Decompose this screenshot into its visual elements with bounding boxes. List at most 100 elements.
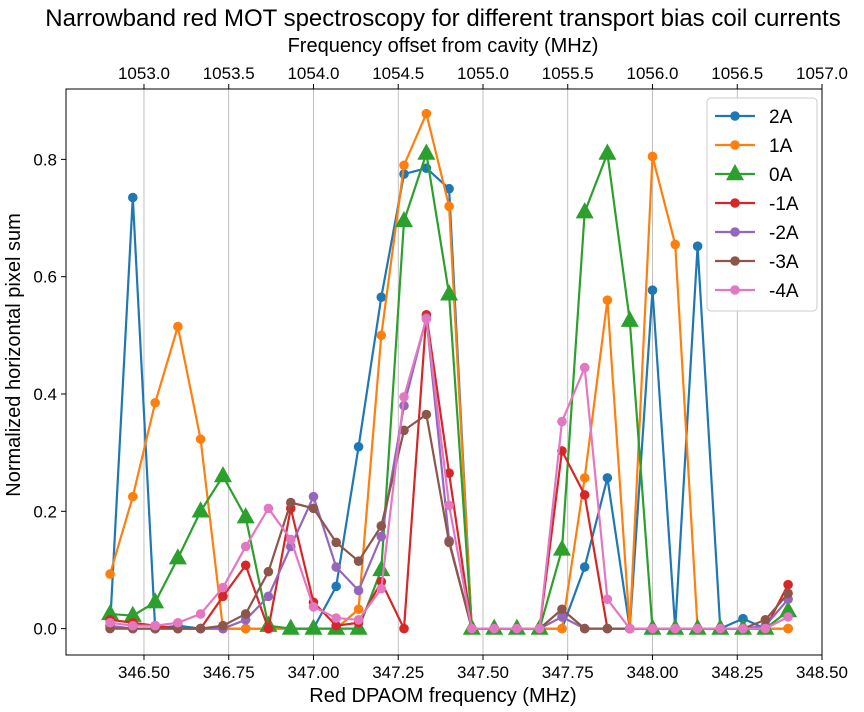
legend-marker-2A [730,111,740,121]
legend-entry--3A: -3A [715,252,799,273]
point--3A-12 [376,521,387,531]
x2-tick-label-2: 1054.0 [287,64,339,83]
legend-marker-1A [730,140,740,150]
point--3A-10 [331,537,341,548]
legend-entry--4A: -4A [715,281,799,302]
point-2A-1 [127,192,138,203]
point--2A-7 [263,591,274,602]
legend-label-2A: 2A [769,107,793,128]
point--4A-18 [512,623,522,634]
point-1A-21 [579,473,590,483]
point--3A-14 [421,409,432,420]
point--4A-14 [421,314,432,324]
point--1A-7 [263,623,274,634]
x2-tick-label-3: 1054.5 [372,64,424,83]
legend-label--3A: -3A [769,252,799,273]
point--1A-10 [331,620,341,631]
legend-entry-0A: 0A [715,164,793,186]
point-2A-21 [579,562,590,572]
point--4A-16 [466,623,477,634]
y-tick-label-0: 0.0 [33,620,57,639]
point-1A-4 [195,434,206,444]
plot-frame [65,88,823,656]
x-tick-label-5: 347.75 [542,663,594,682]
point--1A-13 [399,623,409,634]
point--2A-12 [376,531,387,542]
point--4A-1 [127,620,138,631]
point--1A-6 [240,560,251,571]
point--4A-30 [783,612,793,622]
x2-tick-label-0: 1053.0 [118,64,170,83]
point--4A-17 [489,623,499,634]
point--4A-12 [376,583,387,594]
series--3A [105,409,793,634]
point--4A-3 [173,617,183,628]
x-tick-label-1: 346.75 [203,663,255,682]
point-1A-25 [670,239,681,250]
point--4A-5 [218,582,228,593]
point--3A-11 [353,556,364,566]
point--1A-21 [579,490,590,500]
point-0A-14 [417,143,436,160]
y-tick-label-1: 0.2 [33,502,57,521]
legend-box [706,97,818,312]
point--4A-6 [240,541,251,552]
point-0A-23 [620,310,639,327]
point-1A-22 [602,295,613,305]
point-0A-4 [191,501,210,518]
point--4A-23 [624,623,635,634]
point--4A-10 [331,613,341,623]
point-1A-15 [444,201,454,212]
point-0A-12 [372,559,391,577]
point-0A-8 [281,618,300,635]
point--4A-8 [285,534,296,545]
series-2A [105,163,793,634]
point--3A-5 [218,620,228,631]
legend-marker--4A [730,285,740,295]
series--4A [105,314,793,634]
point-0A-5 [213,466,232,483]
point--4A-4 [195,609,206,619]
x-tick-label-8: 348.50 [796,663,848,682]
point-0A-2 [146,592,165,609]
point-1A-24 [647,151,658,162]
legend-label-1A: 1A [769,136,793,157]
point--3A-7 [263,566,274,577]
point-0A-30 [779,601,798,618]
point--4A-21 [579,362,590,373]
point-1A-3 [173,321,183,332]
legend-label--2A: -2A [769,223,799,244]
point--4A-15 [444,500,454,511]
point-2A-10 [331,581,341,592]
point-2A-26 [692,241,703,251]
y-tick-label-4: 0.8 [33,150,57,169]
series-line-2A [108,167,789,630]
point--1A-30 [783,579,793,590]
point-2A-12 [376,292,387,303]
point-1A-20 [557,623,567,634]
legend-marker-0A [726,164,744,181]
legend-marker--2A [730,227,740,237]
point--4A-24 [647,623,658,634]
legend: 2A 1A 0A -1A -2A -3A -4A [706,97,818,312]
chart-title: Narrowband red MOT spectroscopy for diff… [45,5,840,32]
top-axis-label: Frequency offset from cavity (MHz) [288,35,599,57]
point--4A-22 [602,594,613,605]
point--3A-6 [240,609,251,619]
y-axis-label: Normalized horizontal pixel sum [3,213,25,496]
point-2A-24 [647,285,658,295]
point-2A-22 [602,473,613,483]
point--2A-11 [353,585,364,596]
legend-label--4A: -4A [769,281,799,302]
point--2A-10 [331,562,341,572]
legend-label-0A: 0A [769,165,793,186]
point-1A-12 [376,330,387,341]
point-2A-11 [353,441,364,452]
point--4A-9 [308,602,319,612]
point--3A-22 [602,623,613,634]
series-layer [101,108,798,635]
point-1A-1 [127,491,138,502]
point--4A-11 [353,615,364,625]
point--4A-19 [534,623,545,634]
y-tick-label-3: 0.6 [33,268,57,287]
